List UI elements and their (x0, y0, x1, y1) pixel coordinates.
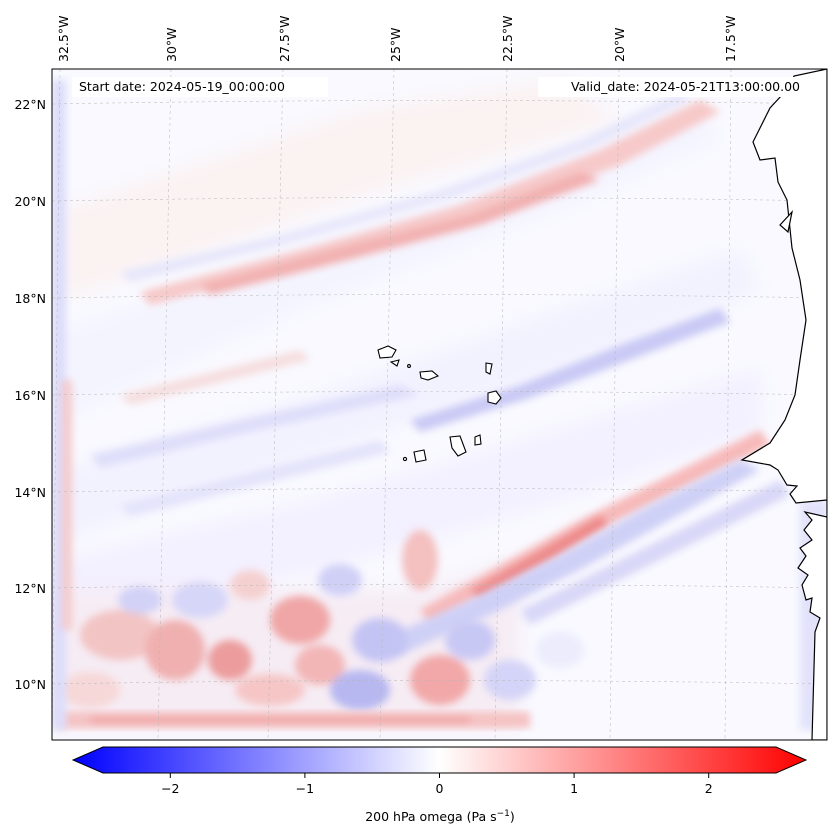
colorbar: −2 −1 0 1 2 200 hPa omega (Pa s−1) (71, 746, 808, 824)
lat-label: 10°N (14, 677, 46, 692)
valid-date-annotation: Valid_date: 2024-05-21T13:00:00.00 (538, 77, 808, 97)
colorbar-label: 200 hPa omega (Pa s−1) (365, 809, 515, 824)
lon-label: 27.5°W (277, 16, 292, 62)
gridlines (52, 69, 827, 740)
lat-label: 12°N (14, 581, 46, 596)
lon-label: 22.5°W (500, 16, 515, 62)
colorbar-body (71, 746, 808, 774)
lon-label: 30°W (164, 27, 179, 62)
lon-label: 20°W (612, 27, 627, 62)
coastline (740, 69, 827, 740)
lat-label: 20°N (14, 194, 46, 209)
start-date-text: Start date: 2024-05-19_00:00:00 (79, 79, 285, 94)
lat-label: 16°N (14, 388, 46, 403)
cape-verde-islands (377, 345, 502, 463)
colorbar-tick-label: −1 (296, 781, 314, 796)
colorbar-label-end: ) (510, 809, 515, 824)
map-panel: Start date: 2024-05-19_00:00:00 Valid_da… (52, 69, 827, 740)
valid-date-text: Valid_date: 2024-05-21T13:00:00.00 (571, 79, 800, 94)
colorbar-tick-label: 0 (436, 781, 444, 796)
lat-label: 22°N (14, 97, 46, 112)
colorbar-label-exp: −1 (497, 809, 510, 819)
colorbar-tick-label: −2 (161, 781, 179, 796)
lon-label: 25°W (388, 27, 403, 62)
latitude-labels: 22°N 20°N 18°N 16°N 14°N 12°N 10°N (14, 97, 46, 692)
lat-label: 18°N (14, 291, 46, 306)
colorbar-tick-label: 2 (705, 781, 713, 796)
lon-label: 32.5°W (56, 16, 71, 62)
colorbar-ticks: −2 −1 0 1 2 (161, 773, 713, 796)
colorbar-tick-label: 1 (570, 781, 578, 796)
start-date-annotation: Start date: 2024-05-19_00:00:00 (72, 77, 328, 97)
lon-label: 17.5°W (723, 16, 738, 62)
map-frame (51, 68, 828, 741)
coast-inlet (779, 210, 794, 234)
lat-label: 14°N (14, 485, 46, 500)
west-africa-coast (740, 69, 827, 740)
longitude-labels: 32.5°W 30°W 27.5°W 25°W 22.5°W 20°W 17.5… (56, 16, 738, 62)
colorbar-label-main: 200 hPa omega (Pa s (365, 809, 496, 824)
